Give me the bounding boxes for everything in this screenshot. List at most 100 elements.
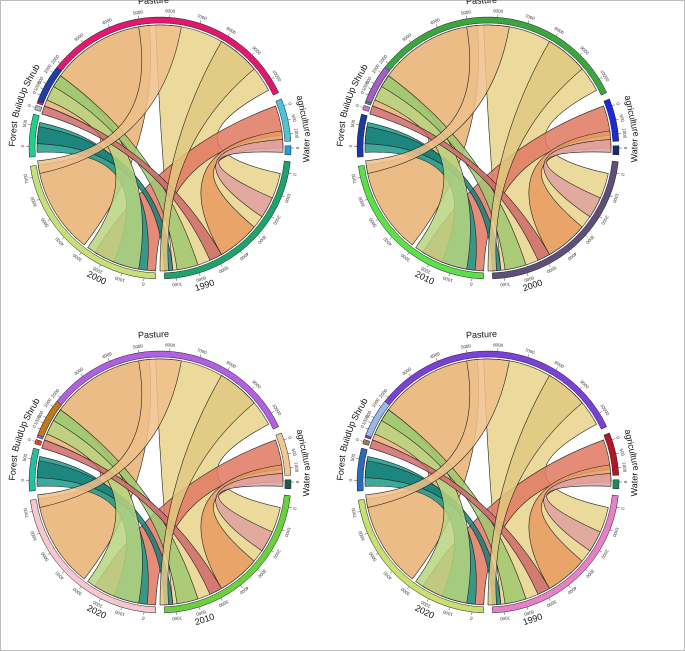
sector-arc xyxy=(364,16,608,106)
sector-tick-label: 6000 xyxy=(195,275,207,283)
sector-tick-label: 6000 xyxy=(165,8,176,14)
sector-tick-label: 0 xyxy=(469,282,473,287)
sector-tick-label: 4000 xyxy=(54,570,65,581)
sector-tick xyxy=(61,237,65,240)
chord-ribbon xyxy=(159,375,255,606)
sector-tick xyxy=(198,606,201,610)
sector-tick xyxy=(32,440,36,442)
sector-tick-label: 3000 xyxy=(399,252,410,262)
sector-tick-label: 1000 xyxy=(361,414,370,426)
sector-tick-label: 0 xyxy=(620,173,625,177)
sector-arc xyxy=(284,145,292,156)
sector-tick-label: 7000 xyxy=(196,13,208,21)
sector-water: 0 Water xyxy=(612,139,640,162)
sector-label: BuildUp xyxy=(338,86,357,119)
sector-tick xyxy=(611,438,615,440)
sector-tick xyxy=(199,354,202,358)
sector-tick-label: 2000 xyxy=(378,387,389,398)
sector-tick xyxy=(29,511,33,513)
sector-tick-label: 6000 xyxy=(195,609,207,617)
sector-tick-label: 1000 xyxy=(442,609,454,617)
sector-tick xyxy=(408,373,411,377)
sector-tick xyxy=(389,237,393,240)
sector-tick xyxy=(599,216,603,219)
chord-ribbon xyxy=(365,358,510,508)
sector-tick xyxy=(599,77,603,80)
sector-tick xyxy=(527,354,530,358)
sector-label: Forest xyxy=(335,120,347,147)
sector-tick-label: 0 xyxy=(623,147,628,150)
sector-label: 2020 xyxy=(86,603,108,621)
sector-tick-label: 0 xyxy=(27,103,33,107)
sector-tick xyxy=(375,553,379,556)
sector-tick-label: 4000 xyxy=(429,351,441,360)
sector-arc xyxy=(164,494,291,614)
sector-label: Water xyxy=(301,139,311,163)
sector-tick xyxy=(448,273,450,277)
sector-tick-label: 1000 xyxy=(612,192,620,204)
sector-tick xyxy=(435,358,438,362)
sector-label: 2010 xyxy=(414,269,436,287)
sector-tick-label: 5000 xyxy=(368,551,378,563)
sector-tick xyxy=(240,585,243,588)
sector-tick xyxy=(287,452,291,454)
sector-tick xyxy=(79,586,82,590)
sector-tick xyxy=(50,404,54,407)
sector-tick-label: 500 xyxy=(36,75,44,84)
sector-tick-label: 6000 xyxy=(523,275,535,283)
sector-tick-label: 2000 xyxy=(420,600,432,609)
sector-arc xyxy=(365,66,390,104)
sector-tick-label: 500 xyxy=(364,409,372,418)
sector-tick xyxy=(29,177,33,179)
sector-tick-label: 4000 xyxy=(382,236,393,247)
chord-ribbon xyxy=(41,439,222,595)
sector-tick-label: 9000 xyxy=(579,45,590,56)
sector-tick-label: 0 xyxy=(287,102,293,106)
chord-ribbons xyxy=(364,358,612,606)
sector-tick-label: 4000 xyxy=(54,236,65,247)
sector-tick xyxy=(271,550,275,553)
sector-tick-label: 6000 xyxy=(357,530,366,542)
sector-tick-label: 1000 xyxy=(293,128,299,139)
chord-ribbons xyxy=(36,24,284,272)
sector-tick xyxy=(389,571,393,574)
sector-tick-label: 5000 xyxy=(40,551,50,563)
chord-ribbon xyxy=(543,139,612,218)
sector-tick xyxy=(616,507,620,509)
sector-tick-label: 7000 xyxy=(171,281,182,287)
chord-ribbons xyxy=(364,24,612,272)
sector-tick xyxy=(364,532,368,535)
sector-tick-label: 5000 xyxy=(133,343,144,350)
sector-tick xyxy=(80,373,83,377)
sector-tick-label: 5000 xyxy=(40,217,50,229)
sector-tick-label: 3000 xyxy=(257,234,268,245)
chord-ribbon xyxy=(365,24,510,174)
sector-label: Water xyxy=(629,473,639,497)
sector-arc xyxy=(356,447,368,492)
sector-tick xyxy=(371,415,375,418)
sector-tick xyxy=(615,118,619,120)
sector-arc xyxy=(36,16,280,106)
sector-tick-label: 2000 xyxy=(272,214,282,226)
sector-tick-label: 0 xyxy=(27,437,33,441)
sector-tick xyxy=(57,395,61,398)
sector-tick xyxy=(80,39,83,43)
sector-tick-label: 500 xyxy=(291,114,298,123)
sector-tick xyxy=(252,52,255,56)
sector-tick-label: 1000 xyxy=(284,526,292,538)
sector-tick-label: 500 xyxy=(22,453,28,462)
sector-label: BuildUp xyxy=(338,420,357,453)
sector-tick-label: 5000 xyxy=(218,599,230,608)
sector-tick-label: 0 xyxy=(32,424,38,429)
sector-tick-label: 2000 xyxy=(50,53,61,64)
sector-tick xyxy=(199,20,202,24)
sector-tick-label: 6000 xyxy=(165,342,176,348)
sector-arc xyxy=(36,350,280,440)
chord-ribbon xyxy=(369,105,550,261)
sector-tick xyxy=(360,106,364,108)
sector-tick xyxy=(365,93,369,96)
